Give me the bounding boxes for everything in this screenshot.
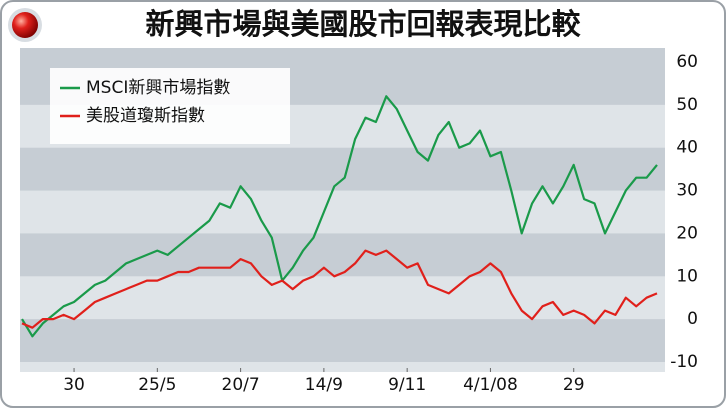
series-line (21, 95, 658, 338)
x-tick-label: 9/11 (388, 375, 426, 395)
y-tick-label: 20 (676, 223, 698, 243)
band (20, 147, 665, 191)
x-tick-label: 20/7 (222, 375, 260, 395)
x-tick-label: 30 (63, 375, 85, 395)
legend-label: MSCI新興市場指數 (86, 78, 230, 98)
x-tick-label: 14/9 (305, 375, 343, 395)
series-line (21, 249, 658, 329)
legend-box (50, 68, 290, 144)
x-tick-label: 25/5 (138, 375, 176, 395)
legend-label: 美股道瓊斯指數 (86, 106, 205, 126)
x-tick-label: 29 (563, 375, 585, 395)
y-tick-label: 0 (687, 309, 698, 329)
band (20, 319, 665, 362)
icon (12, 12, 38, 38)
x-tick-label: 4/1/08 (463, 375, 518, 395)
band (20, 233, 665, 277)
y-tick-label: 30 (676, 181, 698, 201)
y-tick-label: 60 (676, 52, 698, 72)
y-tick-label: 40 (676, 138, 698, 158)
chart-title: 新興市場與美國股市回報表現比較 (145, 7, 581, 41)
y-tick-label: -10 (670, 352, 698, 372)
y-tick-label: 10 (676, 266, 698, 286)
y-tick-label: 50 (676, 95, 698, 115)
